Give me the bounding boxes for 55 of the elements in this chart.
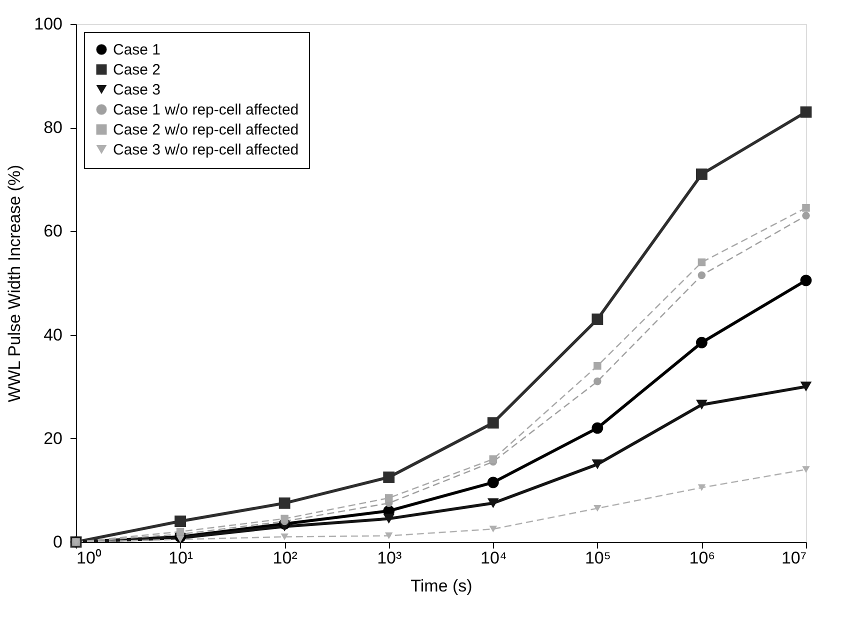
point <box>383 472 395 483</box>
x-tick-label: 10² <box>272 548 298 568</box>
y-tick-label: 100 <box>34 14 62 34</box>
point <box>594 378 602 386</box>
y-tick-label: 40 <box>44 325 62 344</box>
legend-label: Case 1 w/o rep-cell affected <box>113 102 299 118</box>
point <box>696 168 708 180</box>
point <box>489 455 498 463</box>
y-tick-label: 80 <box>44 118 62 138</box>
point <box>698 258 706 266</box>
y-axis-title: WWL Pulse Width Increase (%) <box>5 164 24 402</box>
point <box>384 494 393 502</box>
y-tick-label: 20 <box>44 428 62 448</box>
point <box>800 106 812 118</box>
x-tick-label: 10³ <box>377 548 402 568</box>
legend-label: Case 3 w/o rep-cell affected <box>113 142 299 158</box>
legend-label: Case 2 w/o rep-cell affected <box>113 122 299 138</box>
y-tick-label: 60 <box>44 222 62 241</box>
x-tick-label: 10⁶ <box>689 548 716 568</box>
point <box>278 497 290 509</box>
point <box>280 514 288 523</box>
point <box>487 417 499 429</box>
point <box>174 516 186 527</box>
x-tick-label: 10⁵ <box>584 548 611 568</box>
point <box>802 212 810 220</box>
point <box>280 533 288 540</box>
point <box>594 362 602 370</box>
point <box>696 400 708 410</box>
x-tick-label: 10¹ <box>168 548 194 568</box>
point <box>698 484 706 491</box>
x-tick-label: 10⁰ <box>76 548 102 568</box>
point <box>384 532 393 540</box>
x-tick-label: 10⁷ <box>781 548 806 568</box>
point <box>594 504 602 512</box>
point <box>489 526 498 532</box>
point <box>592 422 604 434</box>
point <box>800 382 812 392</box>
point <box>802 466 810 473</box>
legend-label: Case 1 <box>113 42 161 58</box>
point <box>802 204 810 212</box>
x-tick-label: 10⁴ <box>480 548 507 568</box>
point <box>176 528 184 536</box>
point <box>800 274 812 286</box>
legend-label: Case 3 <box>113 82 161 98</box>
point <box>698 271 706 280</box>
point <box>592 459 604 470</box>
point <box>383 514 395 524</box>
point <box>487 476 499 488</box>
legend-label: Case 2 <box>113 62 161 78</box>
x-axis-title: Time (s) <box>410 576 472 596</box>
point <box>176 536 184 543</box>
point <box>487 498 499 508</box>
y-tick-label: 0 <box>53 532 62 552</box>
point <box>592 314 604 325</box>
point <box>696 336 708 348</box>
